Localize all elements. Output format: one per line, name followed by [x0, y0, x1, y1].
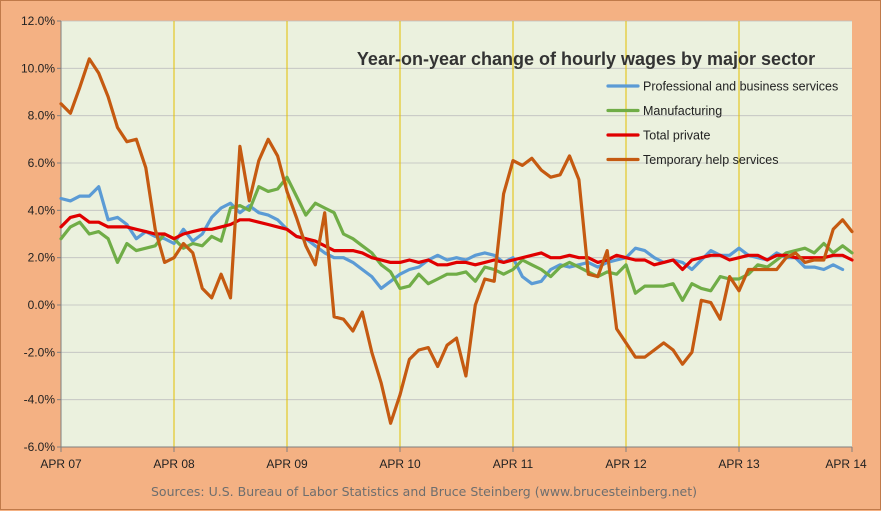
y-tick-label: -4.0%	[24, 393, 56, 407]
legend: Professional and business services Manufa…	[606, 80, 838, 167]
y-tick-label: 0.0%	[28, 298, 56, 312]
source-note: Sources: U.S. Bureau of Labor Statistics…	[151, 484, 697, 499]
y-tick-label: 12.0%	[21, 14, 55, 28]
x-tick-label: APR 11	[493, 457, 534, 471]
chart-title: Year-on-year change of hourly wages by m…	[357, 49, 815, 69]
series-line-2	[59, 213, 854, 272]
x-tick-label: APR 09	[266, 457, 308, 471]
y-tick-label: -6.0%	[24, 440, 56, 454]
series-lines	[59, 57, 854, 425]
y-tick-label: 8.0%	[28, 109, 56, 123]
axes	[60, 21, 852, 448]
legend-label: Temporary help services	[643, 153, 778, 167]
y-tick-label: 6.0%	[28, 156, 56, 170]
legend-label: Total private	[643, 129, 710, 143]
series-line-1	[59, 175, 854, 302]
legend-label: Manufacturing	[643, 104, 722, 118]
y-tick-label: 2.0%	[28, 251, 56, 265]
y-tick-label: 4.0%	[28, 203, 56, 217]
series-line-3	[59, 57, 854, 425]
x-tick-label: APR 08	[153, 457, 195, 471]
x-tick-label: APR 14	[825, 457, 867, 471]
series-line-0	[59, 185, 845, 290]
y-tick-label: -2.0%	[24, 345, 56, 359]
y-axis-ticks: 12.0% 10.0% 8.0% 6.0% 4.0% 2.0% 0.0% -2.0% -4.0%…	[21, 14, 61, 454]
x-tick-label: APR 10	[379, 457, 421, 471]
x-axis-ticks: APR 07 APR 08 APR 09 APR 10 APR 11 APR 12 APR …	[40, 447, 867, 471]
plot-area	[61, 21, 852, 447]
legend-label: Professional and business services	[643, 80, 838, 94]
x-tick-label: APR 12	[605, 457, 647, 471]
y-tick-label: 10.0%	[21, 61, 55, 75]
x-tick-label: APR 07	[40, 457, 82, 471]
x-tick-label: APR 13	[718, 457, 760, 471]
